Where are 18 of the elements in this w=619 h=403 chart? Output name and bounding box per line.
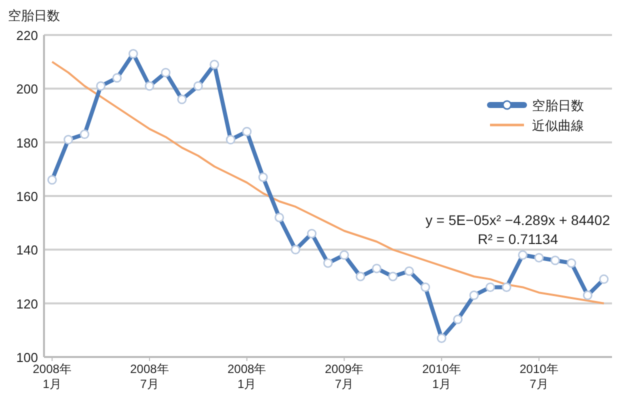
x-tick-label: 2008年 1月	[32, 362, 72, 391]
x-tick-label: 2009年 7月	[324, 362, 364, 391]
x-tick-label: 2008年 1月	[228, 362, 266, 391]
y-axis-title: 空胎日数	[8, 8, 60, 23]
annotation: R² = 0.71134	[478, 231, 558, 247]
y-tick-label: 100	[16, 350, 38, 365]
x-tick-label: 2010年 1月	[422, 362, 461, 391]
legend-label: 空胎日数	[532, 98, 584, 113]
y-tick-label: 120	[16, 296, 38, 312]
y-tick-label: 140	[16, 242, 38, 258]
y-tick-label: 200	[16, 82, 38, 97]
legend-label: 近似曲線	[532, 118, 584, 133]
y-tick-label: 220	[16, 28, 38, 43]
x-tick-label: 2008年 7月	[130, 362, 169, 391]
y-tick-label: 180	[16, 135, 38, 150]
annotation: y = 5E−05x² −4.289x + 84402	[426, 212, 610, 228]
y-tick-label: 160	[16, 189, 38, 204]
x-tick-label: 2010年 7月	[520, 362, 558, 391]
